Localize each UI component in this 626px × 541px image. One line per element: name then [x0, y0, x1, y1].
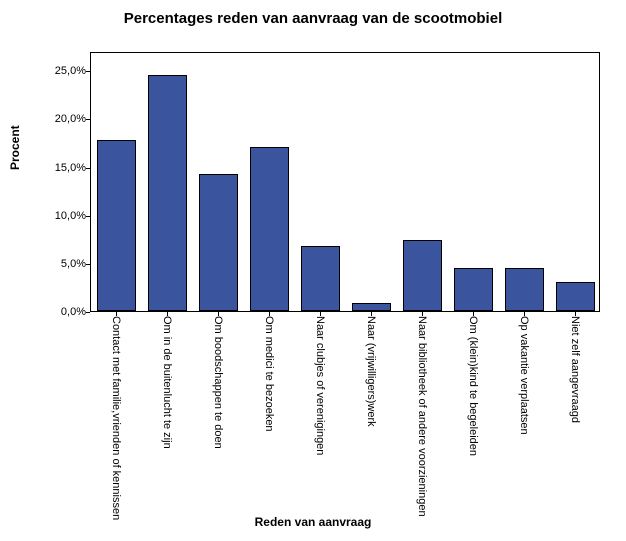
bar: [556, 282, 596, 311]
chart-frame: Percentages reden van aanvraag van de sc…: [0, 0, 626, 541]
bar: [301, 246, 341, 311]
y-tick-mark: [86, 312, 90, 313]
bar: [97, 140, 137, 311]
y-axis-title: Procent: [8, 125, 22, 170]
y-tick-label: 25,0%: [36, 65, 86, 77]
y-tick-label: 15,0%: [36, 162, 86, 174]
x-tick-label: Om (klein)kind te begeleiden: [467, 316, 479, 456]
y-tick-mark: [86, 71, 90, 72]
bar: [250, 147, 290, 311]
x-tick-label: Contact met familie,vrienden of kennisse…: [110, 316, 122, 506]
chart-title: Percentages reden van aanvraag van de sc…: [0, 10, 626, 27]
x-tick-label: Naar bibliotheek of andere voorzieningen: [416, 316, 428, 506]
x-tick-label: Naar (vrijwilligers)werk: [365, 316, 377, 427]
y-tick-mark: [86, 119, 90, 120]
x-tick-label: Naar clubjes of verenigingen: [314, 316, 326, 455]
y-tick-mark: [86, 216, 90, 217]
bar: [352, 303, 392, 311]
bars-container: [91, 53, 599, 311]
bar: [148, 75, 188, 311]
x-tick-label: Om medici te bezoeken: [263, 316, 275, 432]
bar: [403, 240, 443, 311]
y-tick-mark: [86, 264, 90, 265]
bar: [454, 268, 494, 311]
y-tick-label: 10,0%: [36, 210, 86, 222]
y-tick-label: 20,0%: [36, 113, 86, 125]
y-tick-label: 5,0%: [36, 258, 86, 270]
x-tick-label: Om boodschappen te doen: [212, 316, 224, 449]
x-tick-label: Op vakantie verplaatsen: [518, 316, 530, 435]
bar: [505, 268, 545, 311]
y-tick-mark: [86, 168, 90, 169]
y-tick-label: 0,0%: [36, 306, 86, 318]
x-axis-title: Reden van aanvraag: [0, 515, 626, 529]
plot-area: [90, 52, 600, 312]
x-tick-label: Niet zelf aangevraagd: [569, 316, 581, 423]
bar: [199, 174, 239, 311]
x-tick-label: Om in de buitenlucht te zijn: [161, 316, 173, 449]
